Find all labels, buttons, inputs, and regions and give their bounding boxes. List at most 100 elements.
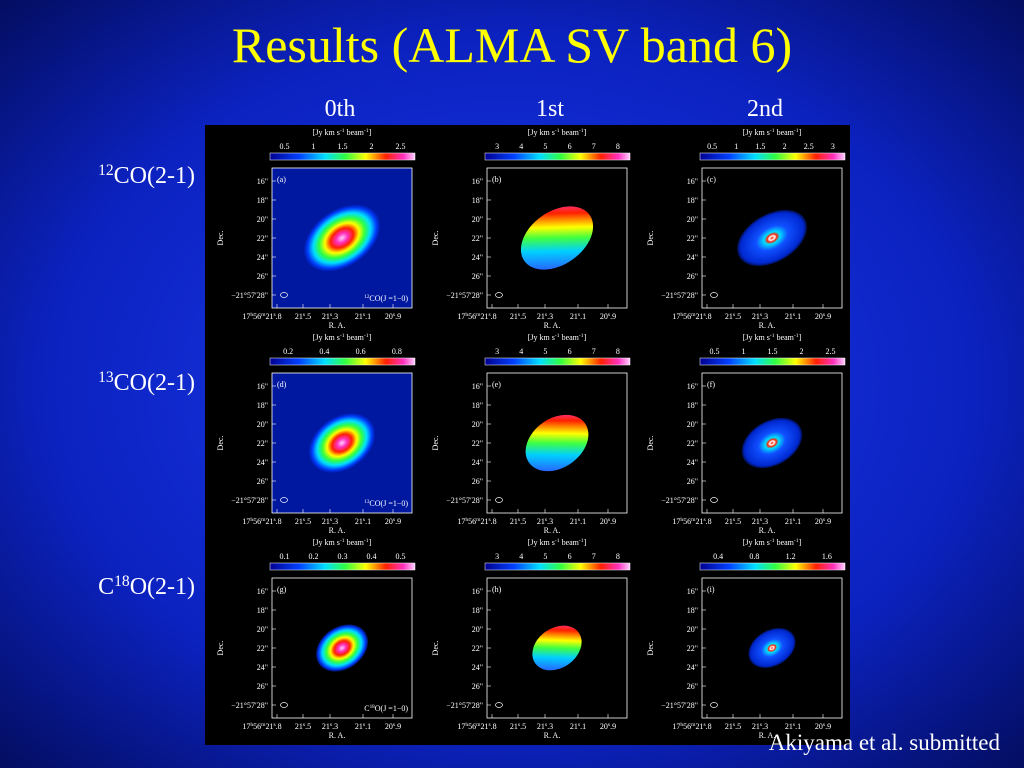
text-part: O(2-1)	[130, 574, 195, 600]
line-label: 13CO(J =1−0)	[364, 499, 408, 508]
text-part: h	[680, 722, 683, 728]
text-part: ]	[369, 538, 372, 547]
text-part: -1	[579, 128, 584, 134]
text-part: s	[488, 517, 490, 523]
colorbar-tick-label: 0.4	[713, 552, 723, 561]
y-tick-label: 26"	[472, 682, 483, 691]
colorbar-tick-label: 0.3	[338, 552, 348, 561]
text-part: -1	[364, 333, 369, 339]
text-part: s	[703, 722, 705, 728]
x-tick-label: 20s.9	[385, 517, 401, 526]
colorbar-tick-label: 1.6	[822, 552, 832, 561]
colorbar-tick-label: 0.1	[280, 552, 290, 561]
text-part: s	[733, 722, 735, 728]
colorbar-tick-label: 0.4	[319, 347, 329, 356]
text-part: 21	[752, 312, 760, 321]
y-tick-label: 16"	[472, 177, 483, 186]
text-part: beam	[560, 128, 580, 137]
text-part: 56	[253, 722, 261, 731]
text-part: 21	[322, 312, 330, 321]
colorbar-tick-label: 5	[543, 552, 547, 561]
emission-map	[304, 204, 380, 272]
x-axis-label: R. A.	[329, 321, 346, 330]
text-part: s	[608, 517, 610, 523]
y-axis-label: Dec.	[431, 231, 440, 246]
beam	[495, 702, 503, 708]
y-tick-label: −21°57′28"	[661, 496, 698, 505]
text-part: s	[823, 722, 825, 728]
panel-label: (b)	[492, 175, 502, 184]
text-part: .3	[332, 517, 338, 526]
text-part: .3	[547, 312, 553, 321]
x-tick-label: 21s.1	[355, 517, 371, 526]
colorbar-tick-label: 0.2	[309, 552, 319, 561]
text-part: s	[760, 517, 762, 523]
y-tick-label: 18"	[472, 606, 483, 615]
text-part: s	[793, 722, 795, 728]
text-part: [Jy km s	[528, 128, 555, 137]
text-part: [Jy km s	[528, 538, 555, 547]
text-part: .8	[276, 517, 282, 526]
text-part: 21	[355, 722, 363, 731]
superscript: 13	[98, 369, 114, 386]
x-tick-label: 21s.5	[510, 312, 526, 321]
text-part: m	[691, 722, 696, 728]
text-part: h	[250, 517, 253, 523]
y-tick-label: 24"	[687, 253, 698, 262]
text-part: s	[545, 312, 547, 318]
text-part: 21	[695, 722, 703, 731]
panel-label: (g)	[277, 585, 287, 594]
x-axis-label: R. A.	[329, 526, 346, 535]
y-tick-label: 16"	[687, 587, 698, 596]
text-part: m	[691, 312, 696, 318]
text-part: s	[303, 312, 305, 318]
text-part: h	[465, 722, 468, 728]
colorbar-tick-label: 7	[592, 347, 596, 356]
colorbar-unit: [Jy km s-1 beam-1]	[528, 128, 587, 137]
y-tick-label: 24"	[257, 253, 268, 262]
text-part: s	[518, 517, 520, 523]
text-part: -1	[770, 128, 775, 134]
y-tick-label: 20"	[472, 625, 483, 634]
text-part: s	[363, 722, 365, 728]
y-tick-label: 24"	[687, 458, 698, 467]
text-part: 21	[570, 722, 578, 731]
text-part: 21	[570, 517, 578, 526]
row-label: 13CO(2-1)	[98, 369, 195, 397]
y-tick-label: −21°57′28"	[231, 701, 268, 710]
text-part: s	[760, 722, 762, 728]
colorbar-tick-label: 0.5	[707, 142, 717, 151]
y-axis-label: Dec.	[431, 641, 440, 656]
text-part: s	[330, 312, 332, 318]
text-part: .5	[520, 722, 526, 731]
y-tick-label: 22"	[257, 439, 268, 448]
colorbar-tick-label: 5	[543, 142, 547, 151]
text-part: 17	[672, 312, 680, 321]
y-tick-label: 24"	[257, 663, 268, 672]
text-part: 20	[600, 722, 608, 731]
y-axis-label: Dec.	[216, 231, 225, 246]
text-part: -1	[770, 333, 775, 339]
x-tick-label: 21s.3	[752, 517, 768, 526]
x-axis-label: R. A.	[759, 526, 776, 535]
text-part: 17	[457, 517, 465, 526]
colorbar	[269, 152, 416, 161]
column-header: 1st	[536, 96, 564, 122]
x-tick-label: 21s.5	[725, 517, 741, 526]
colorbar-tick-label: 2.5	[396, 142, 406, 151]
line-label: C18O(J =1−0)	[364, 704, 408, 713]
text-part: h	[250, 312, 253, 318]
text-part: 21	[725, 312, 733, 321]
x-tick-label: 17h56m21s.8	[457, 312, 496, 321]
beam	[280, 292, 288, 298]
text-part: s	[733, 517, 735, 523]
text-part: C	[98, 574, 114, 600]
colorbar-tick-label: 1.2	[786, 552, 796, 561]
text-part: .5	[735, 722, 741, 731]
x-tick-label: 17h56m21s.8	[242, 722, 281, 731]
x-tick-label: 21s.1	[355, 722, 371, 731]
y-tick-label: −21°57′28"	[231, 291, 268, 300]
text-part: -1	[579, 538, 584, 544]
colorbar-tick-label: 8	[616, 347, 620, 356]
text-part: 20	[815, 722, 823, 731]
